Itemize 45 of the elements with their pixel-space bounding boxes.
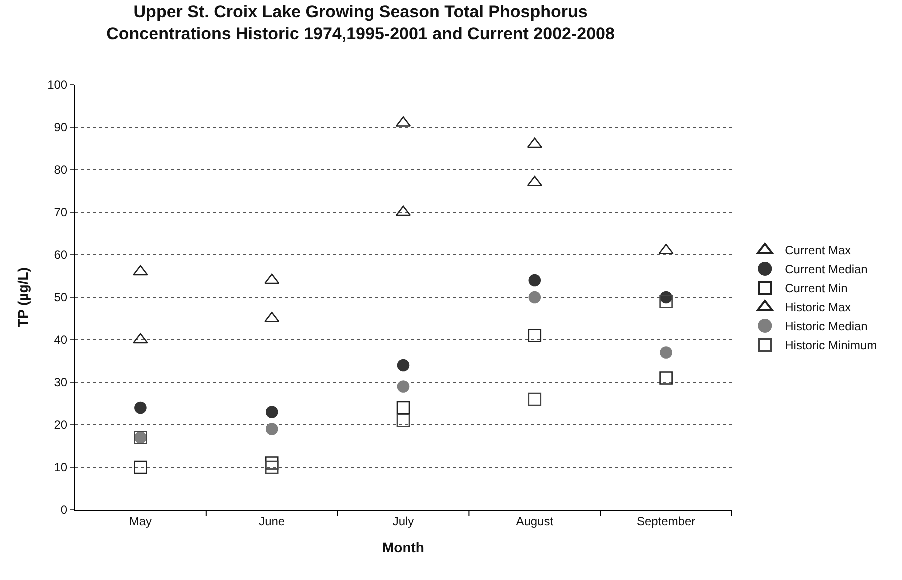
- point: [528, 392, 542, 406]
- point: [660, 346, 672, 359]
- legend-label: Historic Max: [785, 300, 852, 315]
- y-tick-label: 80: [54, 163, 68, 178]
- y-tick-label: 20: [54, 418, 68, 432]
- point: [134, 402, 147, 414]
- chart-title: Upper St. Croix Lake Growing Season Total Phosphorus Concentrations Historic 1974,1995-2001 and Current 2002-2008: [106, 2, 615, 44]
- y-tick-label: 10: [54, 460, 68, 475]
- y-tick-label: 0: [60, 503, 68, 518]
- x-tick-label: July: [392, 514, 414, 528]
- point: [266, 406, 278, 418]
- legend-label: Current Median: [785, 262, 868, 277]
- x-tick-label: August: [516, 514, 554, 528]
- point: [527, 138, 542, 148]
- y-tick-label: 90: [54, 120, 68, 135]
- point: [133, 333, 148, 344]
- point: [528, 329, 542, 342]
- point: [660, 295, 673, 308]
- point: [133, 265, 148, 276]
- x-tick-label: September: [636, 514, 696, 528]
- legend-label: Current Min: [785, 282, 848, 296]
- y-tick-label: 40: [54, 333, 68, 348]
- point: [528, 274, 542, 287]
- y-axis-title: TP (µg/L): [15, 268, 32, 328]
- y-tick-label: 50: [54, 290, 68, 305]
- y-tick-label: 100: [48, 78, 68, 92]
- y-tick-label: 60: [54, 248, 68, 262]
- point: [264, 274, 280, 284]
- point: [396, 414, 410, 428]
- legend-label: Current Max: [785, 244, 852, 258]
- x-tick-label: June: [259, 514, 286, 528]
- y-tick-label: 70: [54, 206, 68, 220]
- point: [528, 291, 542, 304]
- point: [134, 460, 148, 474]
- x-axis-title: Month: [382, 540, 424, 556]
- legend-label: Historic Median: [785, 320, 868, 334]
- point: [660, 372, 673, 385]
- point: [396, 401, 410, 415]
- point: [266, 423, 278, 436]
- y-tick-label: 30: [54, 376, 68, 390]
- point: [265, 460, 279, 474]
- legend-label: Historic Minimum: [785, 338, 878, 353]
- point: [397, 359, 410, 372]
- x-tick-label: May: [129, 514, 152, 528]
- point: [397, 380, 410, 393]
